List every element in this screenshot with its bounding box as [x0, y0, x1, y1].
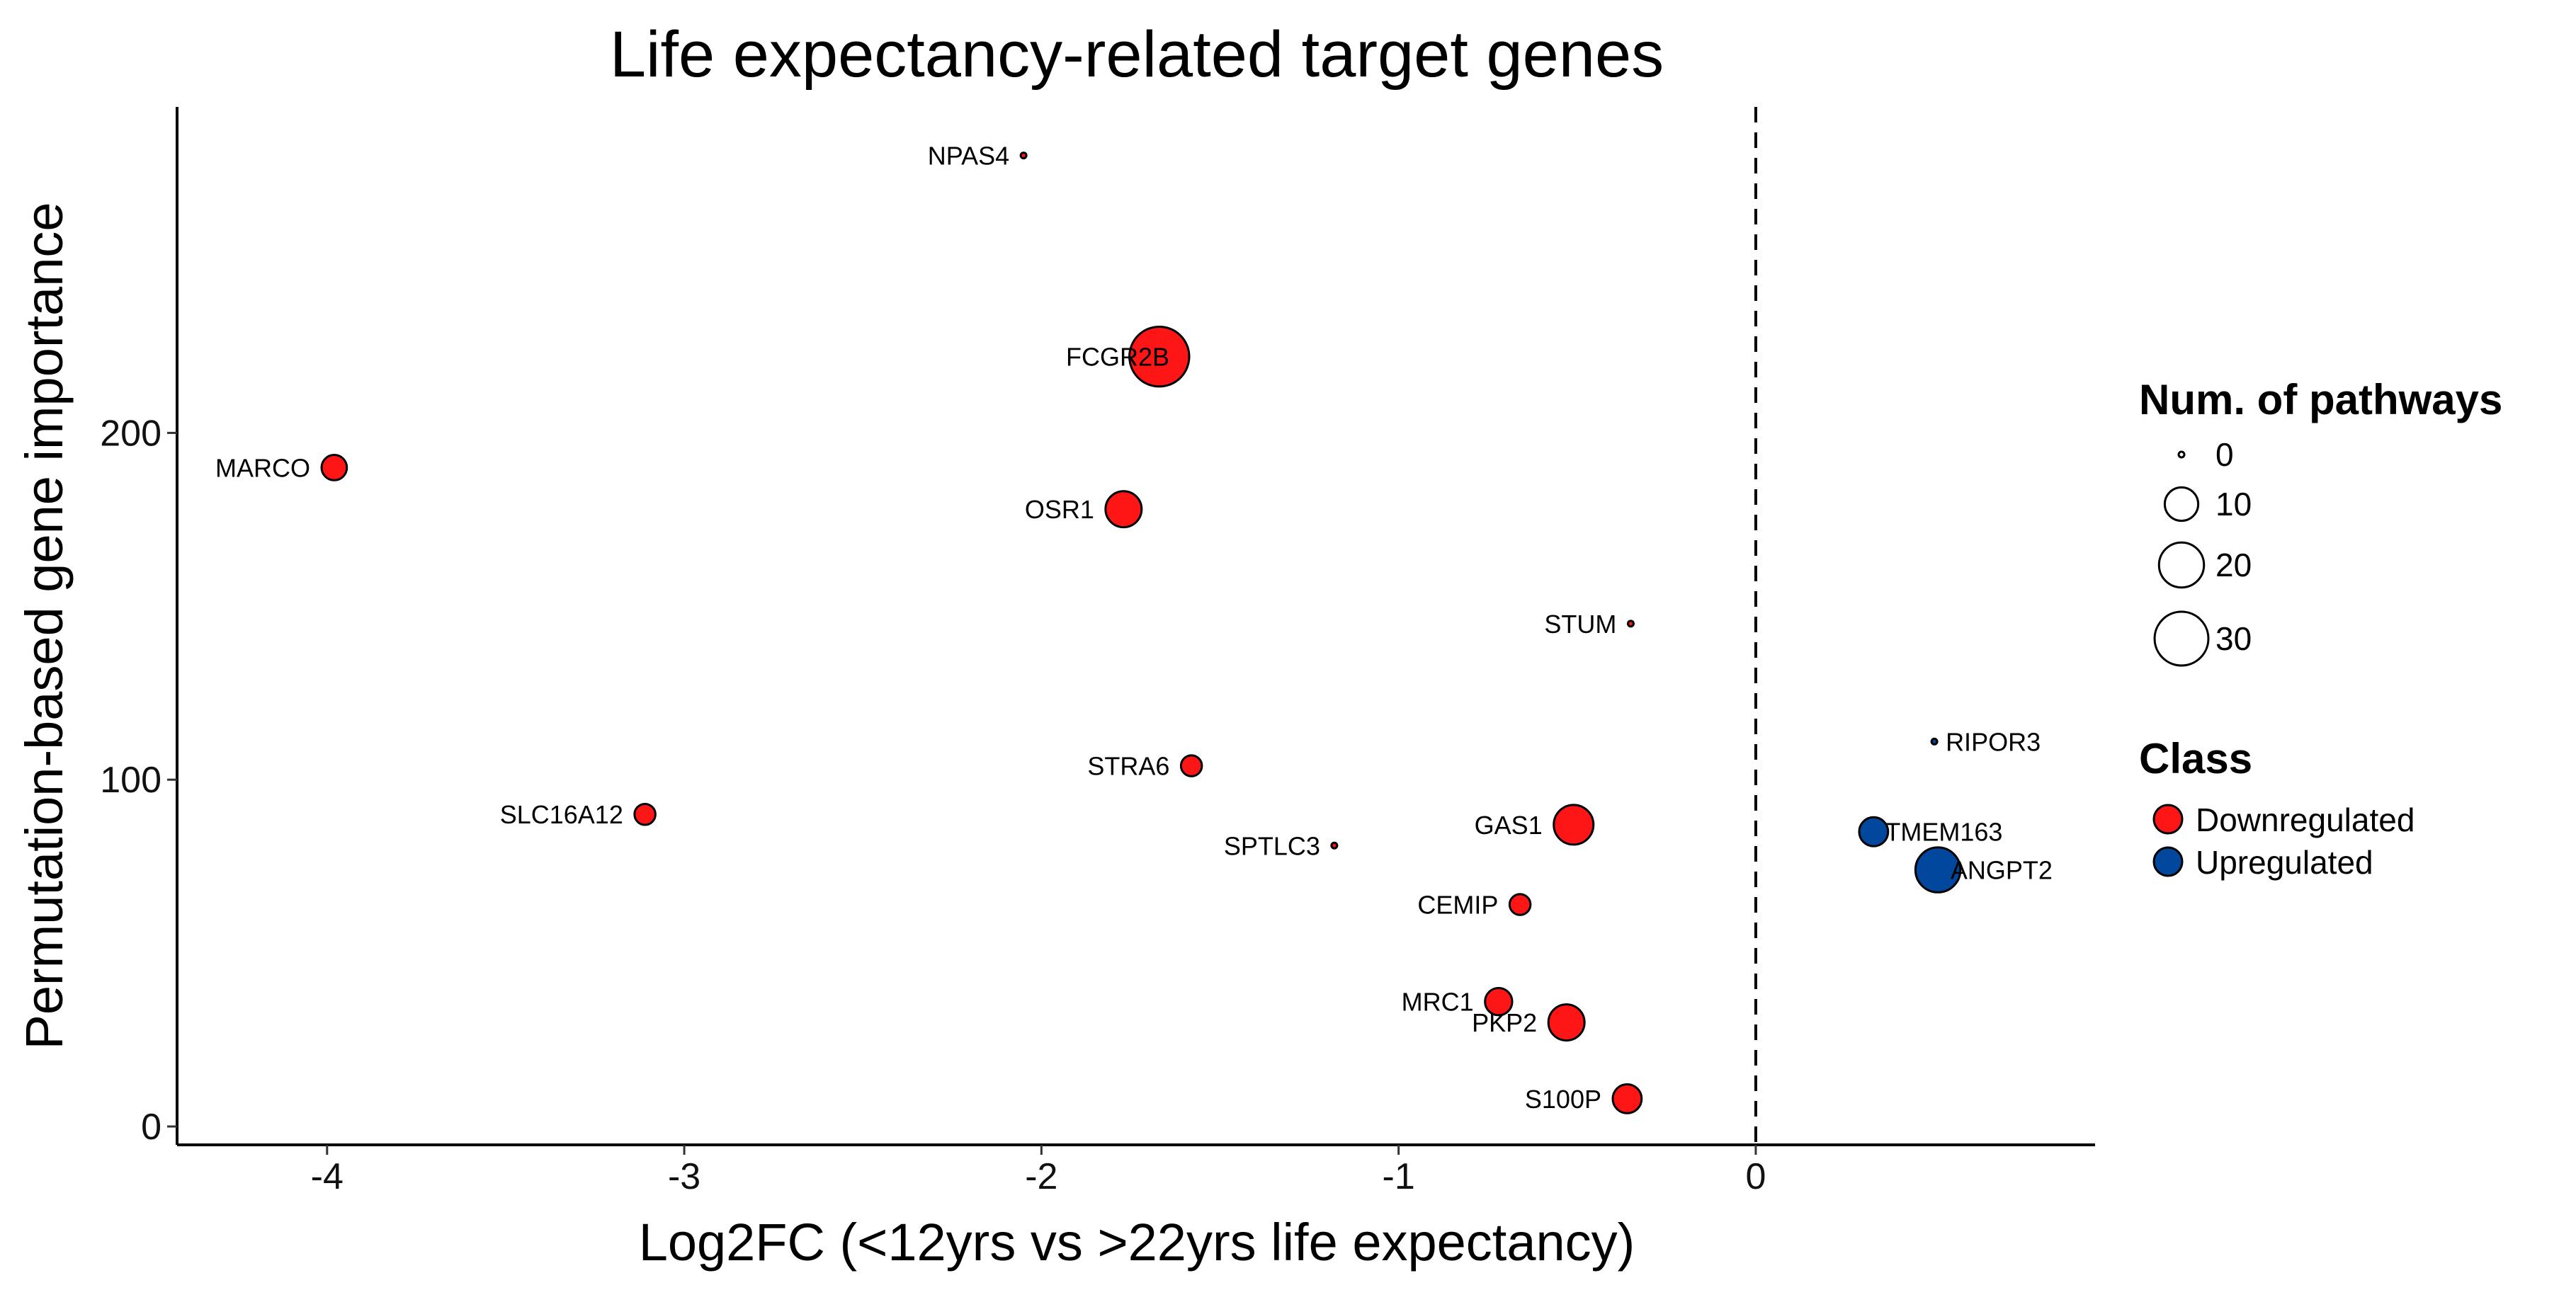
size-legend-circle — [2163, 486, 2200, 523]
data-point-mrc1 — [1484, 987, 1514, 1017]
class-legend-label: Upregulated — [2196, 844, 2373, 881]
data-point-slc16a12 — [633, 802, 657, 826]
size-legend-label: 30 — [2215, 620, 2252, 657]
data-point-osr1 — [1104, 490, 1143, 529]
point-label-npas4: NPAS4 — [928, 142, 1009, 171]
data-point-tmem163 — [1858, 816, 1890, 847]
class-legend-label: Downregulated — [2196, 801, 2415, 838]
data-point-ripor3 — [1930, 737, 1939, 746]
x-tick-label: -4 — [311, 1156, 344, 1197]
y-tick-label: 0 — [141, 1107, 161, 1148]
point-label-pkp2: PKP2 — [1472, 1008, 1537, 1037]
data-point-angpt2 — [1914, 846, 1962, 894]
point-label-angpt2: ANGPT2 — [1951, 856, 2053, 885]
size-legend-circle — [2157, 541, 2206, 589]
size-legend-circle — [2153, 610, 2210, 667]
data-point-cemip — [1508, 893, 1532, 916]
point-label-stra6: STRA6 — [1087, 752, 1169, 781]
chart-title: Life expectancy-related target genes — [610, 18, 1664, 91]
class-legend-swatch — [2152, 846, 2184, 877]
y-tick-label: 100 — [100, 760, 161, 801]
point-label-slc16a12: SLC16A12 — [500, 800, 623, 829]
point-label-gas1: GAS1 — [1475, 811, 1543, 840]
point-label-sptlc3: SPTLC3 — [1224, 831, 1320, 860]
size-legend-label: 0 — [2215, 436, 2234, 473]
data-point-s100p — [1611, 1083, 1643, 1114]
class-legend-title: Class — [2139, 735, 2252, 782]
data-point-fcgr2b — [1128, 325, 1191, 388]
class-legend-swatch — [2152, 804, 2184, 835]
point-label-fcgr2b: FCGR2B — [1066, 343, 1169, 372]
size-legend-circle — [2177, 450, 2186, 459]
legend: Num. of pathways 0 10 20 30 Class Downregul… — [2139, 376, 2502, 881]
point-label-marco: MARCO — [215, 453, 310, 482]
x-axis-title: Log2FC (<12yrs vs >22yrs life expectancy… — [639, 1213, 1635, 1272]
size-legend-keys: 0 10 20 30 — [2153, 436, 2252, 667]
x-tick-label: -2 — [1025, 1156, 1057, 1197]
data-point-sptlc3 — [1330, 841, 1339, 850]
x-tick-label: -3 — [668, 1156, 700, 1197]
size-legend-label: 10 — [2215, 486, 2252, 523]
size-legend-title: Num. of pathways — [2139, 376, 2502, 423]
data-point-marco — [320, 454, 348, 481]
data-point-npas4 — [1019, 152, 1028, 160]
data-point-stum — [1626, 620, 1635, 628]
data-point-stra6 — [1179, 754, 1203, 777]
point-label-s100p: S100P — [1525, 1085, 1601, 1114]
data-point-gas1 — [1553, 804, 1595, 846]
y-tick-label: 200 — [100, 413, 161, 454]
class-legend-keys: Downregulated Upregulated — [2152, 801, 2415, 881]
data-point-pkp2 — [1547, 1003, 1586, 1042]
point-label-tmem163: TMEM163 — [1885, 818, 2002, 847]
x-tick-label: -1 — [1383, 1156, 1415, 1197]
point-label-ripor3: RIPOR3 — [1946, 727, 2041, 756]
point-label-stum: STUM — [1544, 610, 1616, 639]
point-label-cemip: CEMIP — [1417, 891, 1498, 920]
plot-panel: -4 -3 -2 -1 0 0 100 200 NPAS4 FCGR2B MARCO OSR1 STUM… — [100, 107, 2095, 1197]
y-axis-title: Permutation-based gene importance — [15, 202, 74, 1049]
x-tick-label: 0 — [1745, 1156, 1766, 1197]
size-legend-label: 20 — [2215, 547, 2252, 583]
point-label-mrc1: MRC1 — [1402, 988, 1474, 1017]
point-label-osr1: OSR1 — [1025, 495, 1094, 524]
